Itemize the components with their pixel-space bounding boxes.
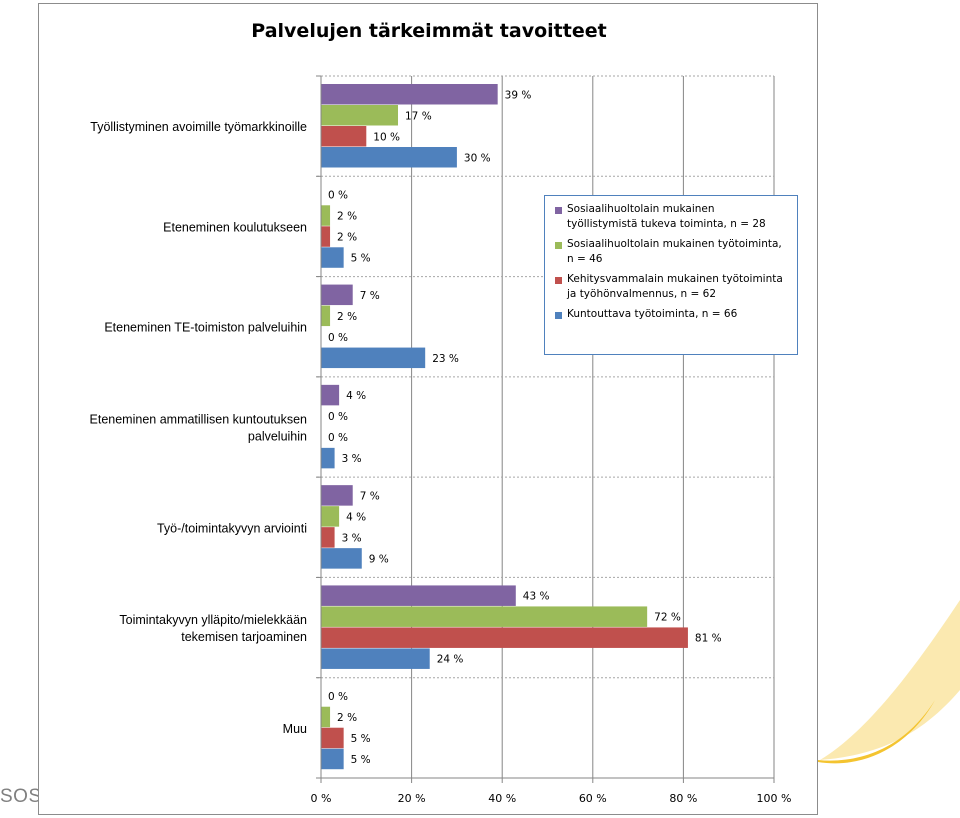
category-label: Eteneminen ammatillisen kuntoutuksen <box>90 413 308 427</box>
bar <box>321 447 335 469</box>
x-tick-label: 0 % <box>311 792 332 805</box>
legend-label: Sosiaalihuoltolain mukainen työllistymist… <box>567 203 766 230</box>
category-label: Muu <box>283 722 307 736</box>
bar <box>321 748 344 770</box>
bar <box>321 305 331 327</box>
category-label: Työ-/toimintakyvyn arviointi <box>157 521 307 535</box>
category-label: Toimintakyvyn ylläpito/mielekkään <box>119 613 307 627</box>
legend-item: Sosiaalihuoltolain mukainen työtoiminta,… <box>555 237 791 267</box>
legend-label: Kehitysvammalain mukainen työtoiminta ja … <box>567 273 783 300</box>
data-label: 5 % <box>351 733 371 745</box>
bar <box>321 606 648 627</box>
bar-chart: 39 % 17 % 10 % 30 % Työllistyminen avoimille… <box>90 75 792 805</box>
bar <box>321 284 353 306</box>
bar <box>321 147 457 168</box>
legend-item: Kuntouttava työtoiminta, n = 66 <box>555 307 791 322</box>
bar <box>321 347 426 369</box>
legend-swatch <box>555 242 562 249</box>
bar <box>321 84 498 105</box>
data-label: 23 % <box>432 353 459 365</box>
legend-label: Sosiaalihuoltolain mukainen työtoiminta,… <box>567 238 782 265</box>
data-label: 4 % <box>346 511 366 523</box>
chart-title: Palvelujen tärkeimmät tavoitteet <box>251 20 607 42</box>
bar <box>321 548 362 569</box>
data-label: 0 % <box>328 691 348 703</box>
bar <box>321 485 353 506</box>
data-label: 7 % <box>360 490 380 502</box>
legend-label: Kuntouttava työtoiminta, n = 66 <box>567 308 738 320</box>
bar <box>321 706 331 728</box>
legend-swatch <box>555 312 562 319</box>
category-label: Eteneminen koulutukseen <box>163 220 307 234</box>
bar <box>321 126 367 147</box>
data-label: 24 % <box>437 654 464 666</box>
x-tick-label: 20 % <box>398 792 426 805</box>
data-label: 30 % <box>464 152 491 164</box>
bar <box>321 506 340 527</box>
data-label: 7 % <box>360 290 380 302</box>
data-label: 72 % <box>654 612 681 624</box>
x-tick-label: 60 % <box>579 792 607 805</box>
legend-item: Sosiaalihuoltolain mukainen työllistymist… <box>555 202 791 232</box>
category-label: Eteneminen TE-toimiston palveluihin <box>104 321 307 335</box>
bar <box>321 105 399 126</box>
bar <box>321 648 430 669</box>
category-label: tekemisen tarjoaminen <box>181 630 307 644</box>
bar <box>321 585 516 606</box>
bar <box>321 527 335 548</box>
data-label: 10 % <box>373 131 400 143</box>
legend-swatch <box>555 207 562 214</box>
bar <box>321 627 688 648</box>
x-tick-label: 80 % <box>669 792 697 805</box>
data-label: 0 % <box>328 332 348 344</box>
data-label: 2 % <box>337 712 357 724</box>
data-label: 4 % <box>346 390 366 402</box>
data-label: 5 % <box>351 253 371 265</box>
data-label: 43 % <box>523 591 550 603</box>
bar <box>321 727 344 749</box>
bar <box>321 384 340 406</box>
data-label: 0 % <box>328 432 348 444</box>
data-label: 81 % <box>695 633 722 645</box>
data-label: 17 % <box>405 110 432 122</box>
chart-legend: Sosiaalihuoltolain mukainen työllistymist… <box>544 195 798 355</box>
bar <box>321 247 344 268</box>
bar <box>321 205 331 226</box>
category-label: palveluihin <box>248 430 307 444</box>
x-tick-label: 40 % <box>488 792 516 805</box>
data-label: 2 % <box>337 211 357 223</box>
data-label: 3 % <box>342 453 362 465</box>
legend-swatch <box>555 277 562 284</box>
category-label: Työllistyminen avoimille työmarkkinoille <box>90 120 307 134</box>
data-label: 0 % <box>328 190 348 202</box>
data-label: 3 % <box>342 532 362 544</box>
data-label: 0 % <box>328 411 348 423</box>
data-label: 39 % <box>505 89 532 101</box>
bar <box>321 226 331 247</box>
x-tick-label: 100 % <box>757 792 792 805</box>
data-label: 2 % <box>337 232 357 244</box>
legend-item: Kehitysvammalain mukainen työtoiminta ja … <box>555 272 791 302</box>
data-label: 2 % <box>337 311 357 323</box>
chart-frame: 39 % 17 % 10 % 30 % Työllistyminen avoimille… <box>38 3 818 815</box>
data-label: 9 % <box>369 553 389 565</box>
data-label: 5 % <box>351 754 371 766</box>
